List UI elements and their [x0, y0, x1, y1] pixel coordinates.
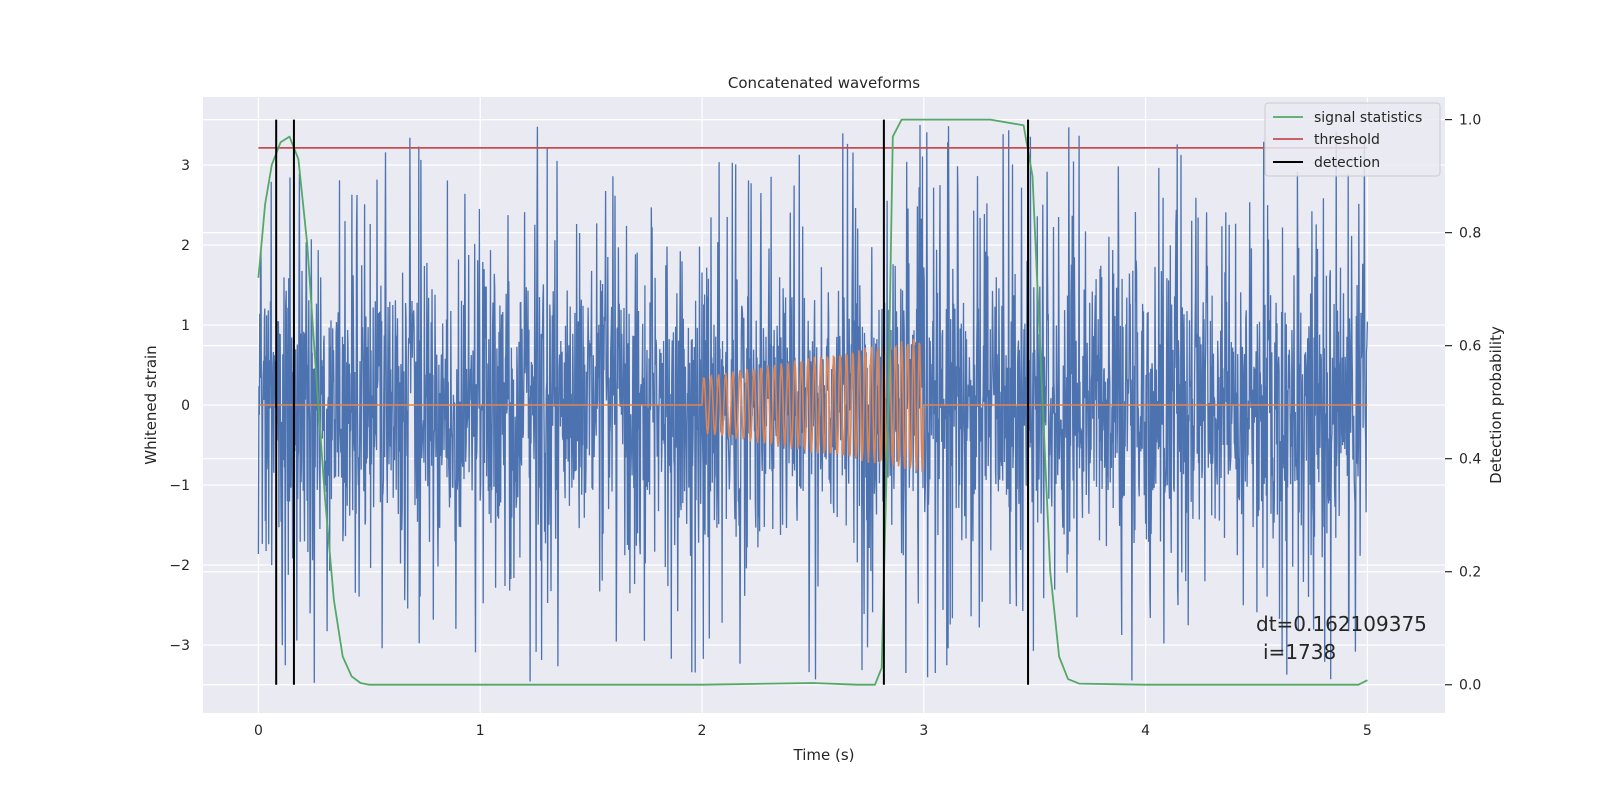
annotation-dt: dt=0.162109375 [1256, 612, 1427, 636]
legend-label-detection: detection [1314, 155, 1380, 171]
y-axis-label: Whitened strain [142, 345, 160, 464]
x-tick-labels: 0 1 2 3 4 5 [254, 723, 1372, 739]
y-tick-label: 0 [181, 398, 190, 414]
y-tick-label: −3 [169, 638, 190, 654]
annotation-i: i=1738 [1263, 640, 1336, 664]
data-series [257, 118, 1369, 686]
y-right-tick-label: 1.0 [1459, 113, 1481, 129]
y-tick-label: 3 [181, 158, 190, 174]
y-tick-labels: −3 −2 −1 0 1 2 3 [169, 158, 190, 654]
x-tick-label: 3 [919, 723, 928, 739]
x-tick-label: 2 [698, 723, 707, 739]
y-tick-label: 1 [181, 318, 190, 334]
chart-title: Concatenated waveforms [728, 74, 920, 92]
y-right-tick-label: 0.4 [1459, 452, 1481, 468]
series-injected-chirp [258, 338, 1368, 473]
y-right-tick-label: 0.6 [1459, 339, 1481, 355]
x-tick-label: 1 [476, 723, 485, 739]
y-tick-label: −2 [169, 558, 190, 574]
legend-box [1264, 102, 1441, 177]
series-signal-statistics [257, 118, 1368, 686]
y-right-tick-label: 0.8 [1459, 226, 1481, 242]
legend: signal statistics threshold detection [1264, 102, 1441, 177]
x-tick-label: 4 [1141, 723, 1150, 739]
legend-label-signal-statistics: signal statistics [1314, 110, 1422, 126]
x-tick-label: 0 [254, 723, 263, 739]
y-right-tick-label: 0.2 [1459, 565, 1481, 581]
y-right-tick-label: 0.0 [1459, 678, 1481, 694]
x-axis-label: Time (s) [793, 746, 855, 764]
x-tick-label: 5 [1363, 723, 1372, 739]
y-tick-label: 2 [181, 238, 190, 254]
detection-lines [275, 119, 1030, 685]
y-tick-label: −1 [169, 478, 190, 494]
legend-label-threshold: threshold [1314, 132, 1380, 148]
right-y-ticks: 0.0 0.2 0.4 0.6 0.8 1.0 [1445, 113, 1481, 694]
y-axis-right-label: Detection probability [1487, 326, 1505, 484]
